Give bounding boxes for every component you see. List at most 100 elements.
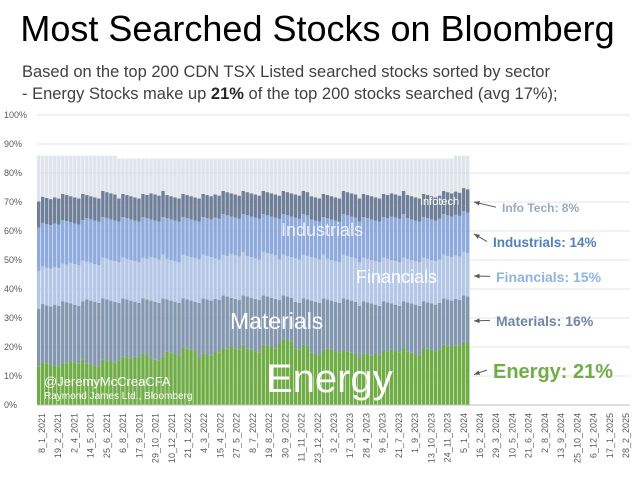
callout-arrowhead [474,318,480,324]
x-tick-label: 25_10_2024 [572,413,582,463]
bar-segment-info-tech [249,193,253,217]
bar-segment-industrials [85,218,89,262]
bar-segment-energy [377,355,382,405]
bar-segment-materials [225,296,229,349]
bar-segment-energy [393,351,398,405]
bar-segment-info-tech [349,193,354,217]
bar-segment-financials [77,265,81,306]
bar-segment-industrials [165,218,169,259]
bar-segment-energy [329,349,334,405]
bar-segment-energy [129,358,133,405]
bar-segment-financials [73,264,77,305]
bar-segment-materials [109,300,113,362]
bar-segment-industrials [397,218,402,263]
bar-segment-materials [221,295,225,348]
bar-segment-other [349,158,354,194]
bar-segment-energy [385,351,390,405]
bar-segment-industrials [401,214,406,258]
bar-segment-other [457,155,462,193]
bar-segment-energy [257,352,261,405]
bar-segment-info-tech [433,197,438,221]
y-tick-label: 10% [4,371,22,381]
bar-segment-energy [241,344,245,405]
bar-segment-info-tech [97,198,101,222]
bar-segment-industrials [425,218,430,259]
bar-segment-info-tech [341,190,346,215]
x-tick-label: 17_9_2021 [134,413,144,458]
bar-segment-info-tech [289,193,294,217]
bar-segment-energy [277,343,282,405]
bar-segment-materials [229,297,233,347]
bar-segment-energy [445,345,450,405]
bar-segment-materials [457,300,462,347]
bar-segment-info-tech [201,193,205,218]
bar-segment-financials [129,260,133,301]
bar-segment-energy [397,352,402,405]
bar-segment-materials [353,301,358,354]
x-axis: 8_1_2021 19_2_2021 2_4_2021 14_5_2021 25_6_2… [37,404,631,463]
bar-segment-info-tech [45,197,49,225]
bar-segment-materials [461,295,466,342]
bar-segment-financials [461,251,466,296]
bar-segment-materials [437,302,442,350]
bar-segment-energy [373,353,378,405]
bar-segment-materials [453,298,458,346]
bar-segment-other [397,158,402,196]
bar-segment-materials [73,304,77,363]
bar-segment-financials [61,263,65,302]
bar-segment-materials [77,305,81,364]
bar-segment-industrials [441,214,446,255]
x-tick-label: 6_8_2021 [118,413,128,453]
bar-segment-industrials [197,221,201,260]
bar-segment-info-tech [209,196,213,220]
bar-segment-energy [121,356,125,405]
bar-segment-industrials [465,212,470,254]
bar-segment-info-tech [53,197,57,224]
subtitle-highlight: 21% [210,85,244,103]
bar-segment-info-tech [329,196,334,220]
bar-segment-energy [153,359,157,405]
bar-segment-info-tech [213,194,217,218]
callout-arrowhead [474,233,480,239]
bar-segment-materials [185,299,189,349]
bar-segment-energy [69,361,73,405]
bar-segment-industrials [337,221,342,263]
bar-segment-info-tech [121,193,125,218]
subtitle-line-2-post: of the top 200 stocks searched (avg 17%)… [243,85,558,103]
bar-segment-other [189,158,193,197]
bar-segment-industrials [277,218,282,260]
bar-segment-financials [185,255,189,300]
bar-segment-other [293,158,298,195]
bar-segment-materials [333,301,338,352]
bar-segment-financials [165,258,169,300]
bar-segment-other [285,158,290,193]
bar-segment-industrials [169,219,173,260]
bar-segment-info-tech [237,195,241,219]
bar-segment-info-tech [117,198,121,222]
bar-segment-industrials [237,218,241,257]
bar-segment-materials [389,303,394,350]
bar-segment-materials [425,302,430,349]
x-tick-label: 3_2_2023 [329,413,339,453]
bar-segment-materials [57,305,61,367]
bar-segment-industrials [369,219,374,260]
bar-segment-other [301,158,306,191]
bar-segment-materials [161,298,165,357]
bar-segment-info-tech [389,193,394,217]
bar-segment-info-tech [105,192,109,219]
bar-segment-energy [109,361,113,405]
bar-segment-financials [349,257,354,301]
bar-segment-industrials [153,220,157,259]
bar-segment-financials [329,260,334,301]
bar-segment-materials [169,300,173,353]
bar-segment-financials [445,255,450,300]
subtitle-line-2: - Energy Stocks make up 21% of the top 2… [22,85,558,104]
bar-segment-energy [61,362,65,405]
bar-segment-materials [329,300,334,350]
bar-segment-industrials [89,219,93,263]
bar-segment-financials [341,254,346,299]
bar-segment-energy [157,360,161,405]
bar-segment-info-tech [145,195,149,219]
bar-segment-materials [45,305,49,364]
bar-segment-financials [449,257,454,301]
